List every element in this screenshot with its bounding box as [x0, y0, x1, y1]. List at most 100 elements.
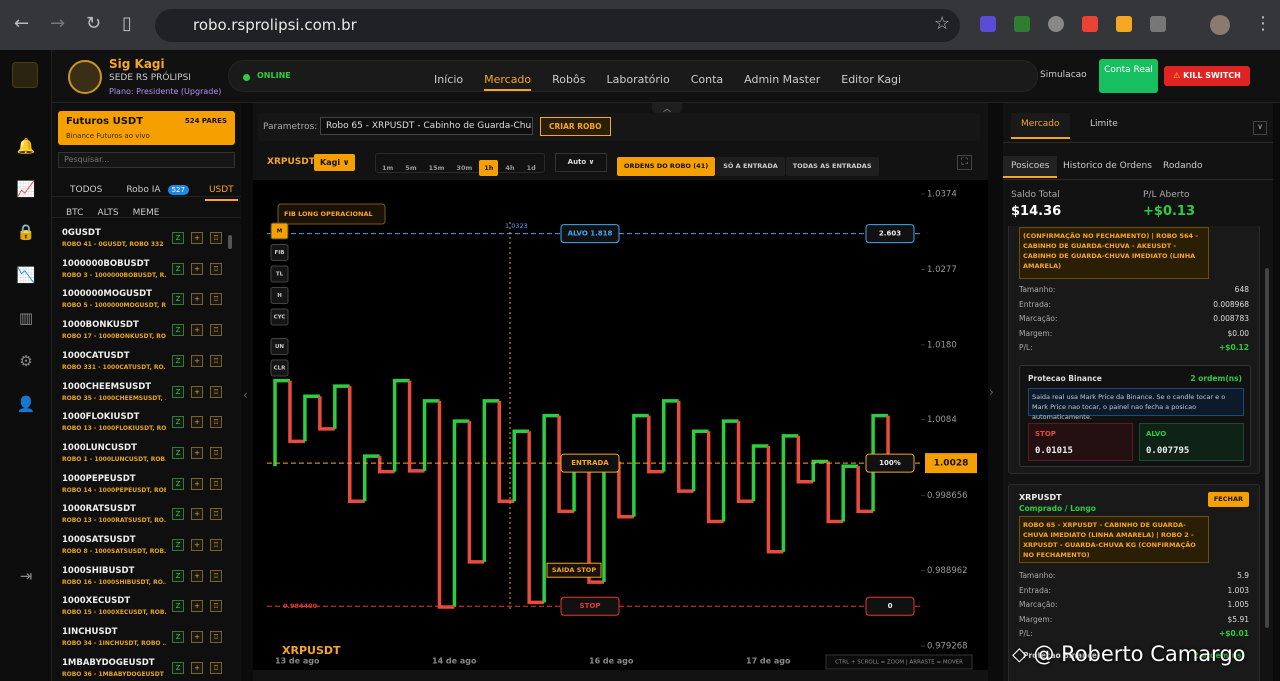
symbol-action[interactable]: ♖ — [210, 416, 222, 429]
symbol-action[interactable]: Z — [172, 385, 184, 398]
sidebar-filter[interactable]: MEME — [132, 208, 160, 218]
tool-button[interactable] — [270, 287, 289, 304]
symbol-row[interactable]: 1000XECUSDT ROBO 15 - 1000XECUSDT, ROB...… — [52, 593, 241, 623]
symbol-row[interactable]: 1000000MOGUSDT ROBO 5 - 1000000MOGUSDT, R… — [52, 286, 241, 316]
left-collapse[interactable]: ‹ — [243, 388, 248, 402]
panel-subtab[interactable]: Rodando — [1163, 161, 1203, 171]
symbol-row[interactable]: 1INCHUSDT ROBO 34 - 1INCHUSDT, ROBO ... Z +… — [52, 624, 241, 654]
robot-select[interactable]: Robo 65 - XRPUSDT - Cabinho de Guarda-Ch… — [320, 117, 533, 135]
symbol-action[interactable]: + — [191, 385, 203, 398]
symbol-action[interactable]: ♖ — [210, 324, 222, 337]
symbol-action[interactable]: Z — [172, 569, 184, 582]
nav-link[interactable]: Mercado — [484, 73, 532, 91]
scale-select[interactable]: Auto ∨ — [555, 153, 607, 172]
plan[interactable]: Plano: Presidente (Upgrade) — [109, 87, 222, 96]
sidebar-button[interactable]: ▯ — [122, 13, 132, 34]
fullscreen-button[interactable]: ⛶ — [957, 155, 972, 170]
symbol-action[interactable]: + — [191, 631, 203, 644]
symbol-action[interactable]: Z — [172, 324, 184, 337]
symbol-action[interactable]: ♖ — [210, 569, 222, 582]
symbol-action[interactable]: Z — [172, 354, 184, 367]
symbol-action[interactable]: + — [191, 661, 203, 674]
back-button[interactable]: ← — [14, 13, 30, 34]
tool-button[interactable] — [270, 265, 289, 283]
tool-button[interactable] — [270, 308, 289, 326]
collapse-toggle[interactable]: ︿ — [652, 103, 682, 113]
nav-link[interactable]: Conta — [690, 73, 724, 86]
symbol-action[interactable]: Z — [172, 232, 184, 244]
panel-tab[interactable]: Limite — [1090, 119, 1118, 129]
close-button[interactable]: FECHAR — [1207, 492, 1249, 507]
nav-link[interactable]: Admin Master — [744, 73, 821, 86]
timeframe[interactable]: 30m — [456, 164, 473, 172]
nav-link[interactable]: Editor Kagi — [841, 73, 902, 86]
sidebar-tab[interactable]: TODOS — [70, 185, 103, 195]
symbol-action[interactable]: Z — [172, 508, 184, 521]
symbol-action[interactable]: + — [191, 446, 203, 459]
timeframe[interactable]: 1m — [382, 164, 394, 172]
tool-button[interactable] — [270, 338, 289, 355]
panel-subtab[interactable]: Historico de Ordens — [1063, 161, 1152, 171]
forward-button[interactable]: → — [50, 13, 66, 34]
symbol-row[interactable]: 1000PEPEUSDT ROBO 14 - 1000PEPEUSDT, ROB.… — [52, 471, 241, 501]
symbol-action[interactable]: ♖ — [210, 446, 222, 459]
search-input[interactable]: Pesquisar... — [58, 152, 235, 168]
symbol-action[interactable]: Z — [172, 262, 184, 275]
symbol-action[interactable]: Z — [172, 477, 184, 490]
symbol-action[interactable]: + — [191, 232, 203, 244]
timeframe[interactable]: 5m — [405, 164, 417, 172]
symbol-row[interactable]: 1MBABYDOGEUSDT ROBO 36 - 1MBABYDOGEUSDT Z +… — [52, 655, 241, 681]
symbol-row[interactable]: 1000CHEEMSUSDT ROBO 35 - 1000CHEEMSUSDT, … — [52, 379, 241, 409]
symbol-action[interactable]: + — [191, 539, 203, 551]
sidebar-tab[interactable]: Robo IA — [126, 185, 161, 195]
market-box[interactable]: Futuros USDT 524 PARES Binance Futuros a… — [58, 111, 235, 145]
symbol-action[interactable]: ♖ — [210, 631, 222, 644]
panel-subtab[interactable]: Posicoes — [1003, 156, 1058, 178]
chart-type-select[interactable]: Kagi ∨ — [314, 154, 356, 171]
symbol-action[interactable]: ♖ — [210, 293, 222, 306]
account-button[interactable]: Conta Real — [1099, 59, 1158, 93]
create-robot-button[interactable]: CRIAR ROBO — [540, 117, 611, 136]
timeframe[interactable]: 4h — [505, 164, 515, 172]
sidebar-filter[interactable]: ALTS — [97, 208, 119, 218]
symbol-row[interactable]: 1000BONKUSDT ROBO 17 - 1000BONKUSDT, RO..… — [52, 317, 241, 347]
symbol-action[interactable]: + — [191, 600, 203, 613]
symbol-action[interactable]: Z — [172, 631, 184, 644]
symbol-action[interactable]: + — [191, 324, 203, 337]
tool-button[interactable] — [270, 359, 289, 377]
order-filter[interactable]: SÓ A ENTRADA — [716, 157, 785, 176]
symbol-row[interactable]: 1000000BOBUSDT ROBO 3 - 1000000BOBUSDT, R… — [52, 256, 241, 286]
timeframe[interactable]: 15m — [428, 164, 445, 172]
symbol-action[interactable]: + — [191, 262, 203, 275]
symbol-row[interactable]: 1000LUNCUSDT ROBO 1 - 1000LUNCUSDT, ROB..… — [52, 440, 241, 470]
timeframe[interactable]: 1h — [479, 160, 499, 176]
symbol-action[interactable]: Z — [172, 446, 184, 459]
right-collapse[interactable]: › — [989, 385, 994, 399]
address-bar[interactable]: robo.rsprolipsi.com.br — [155, 9, 960, 42]
symbol-action[interactable]: ♖ — [210, 508, 222, 521]
symbol-action[interactable]: ♖ — [210, 600, 222, 613]
symbol-row[interactable]: 0GUSDT ROBO 41 - 0GUSDT, ROBO 332 ... Z + ♖ — [52, 225, 241, 255]
timeframe[interactable]: 1d — [526, 164, 536, 172]
symbol-action[interactable]: ♖ — [210, 661, 222, 674]
symbol-action[interactable]: + — [191, 569, 203, 582]
symbol-row[interactable]: 1000SHIBUSDT ROBO 16 - 1000SHIBUSDT, RO..… — [52, 563, 241, 593]
nav-link[interactable]: Laboratório — [606, 73, 670, 86]
symbol-action[interactable]: + — [191, 477, 203, 490]
reload-button[interactable]: ↻ — [86, 13, 102, 34]
order-filter[interactable]: TODAS AS ENTRADAS — [785, 157, 879, 176]
sidebar-tab[interactable]: USDT — [204, 183, 238, 201]
menu-button[interactable]: ⋮ — [1254, 13, 1272, 34]
symbol-action[interactable]: + — [191, 416, 203, 429]
symbol-action[interactable]: Z — [172, 600, 184, 613]
symbol-action[interactable]: ♖ — [210, 385, 222, 398]
symbol-action[interactable]: + — [191, 508, 203, 521]
symbol-action[interactable]: ♖ — [210, 232, 222, 244]
bookmark-star[interactable]: ☆ — [934, 13, 951, 34]
symbol-action[interactable]: + — [191, 354, 203, 367]
symbol-action[interactable]: ♖ — [210, 539, 222, 551]
symbol-row[interactable]: 1000SATSUSDT ROBO 8 - 1000SATSUSDT, ROB..… — [52, 532, 241, 562]
nav-link[interactable]: Robôs — [552, 73, 586, 86]
tool-button[interactable] — [270, 244, 289, 261]
kill-switch[interactable]: ⚠ KILL SWITCH — [1164, 66, 1250, 86]
